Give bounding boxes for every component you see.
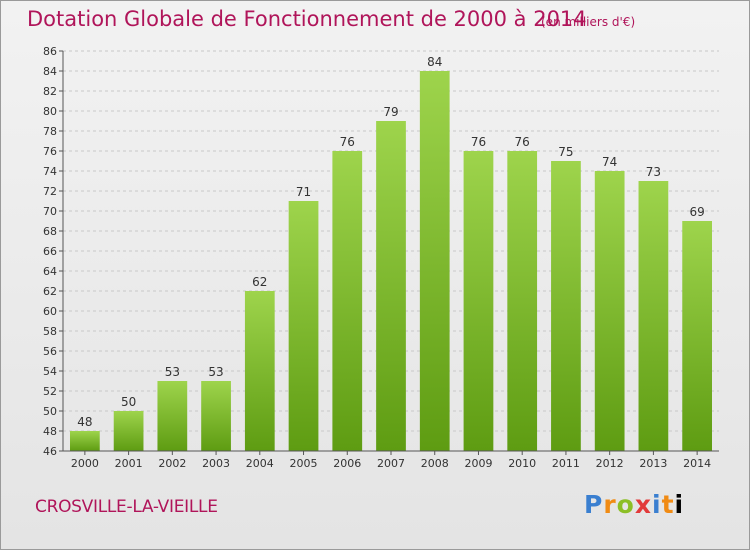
y-tick-label: 80 [43,105,57,118]
bar-2014 [682,221,713,451]
y-tick-label: 64 [43,265,57,278]
bar-2000 [69,431,100,451]
y-tick-label: 86 [43,45,57,58]
bar-2013 [638,181,669,451]
bar-2005 [288,201,319,451]
y-tick-label: 60 [43,305,57,318]
y-tick-label: 72 [43,185,57,198]
y-tick-label: 48 [43,425,57,438]
x-tick-label: 2004 [246,457,274,470]
y-tick-label: 54 [43,365,57,378]
unit-note: (en milliers d'€) [541,15,636,29]
data-label-2010: 76 [515,135,530,149]
y-tick-label: 50 [43,405,57,418]
commune-name: CROSVILLE-LA-VIEILLE [35,497,218,517]
y-tick-label: 84 [43,65,57,78]
bar-2010 [507,151,538,451]
x-tick-label: 2009 [464,457,492,470]
data-label-2005: 71 [296,185,311,199]
x-tick-label: 2003 [202,457,230,470]
data-label-2002: 53 [165,365,180,379]
bar-2003 [201,381,231,451]
data-label-2014: 69 [689,205,704,219]
bar-2002 [157,381,188,451]
data-label-2007: 79 [383,105,398,119]
x-tick-label: 2008 [421,457,449,470]
data-label-2012: 74 [602,155,617,169]
y-tick-label: 78 [43,125,57,138]
x-tick-label: 2013 [639,457,667,470]
data-label-2000: 48 [77,415,92,429]
bar-2004 [244,291,275,451]
data-label-2003: 53 [208,365,223,379]
bar-2001 [113,411,144,451]
x-tick-label: 2002 [158,457,186,470]
x-tick-label: 2007 [377,457,405,470]
x-tick-label: 2012 [596,457,624,470]
proxiti-logo: Proxiti [584,490,685,519]
data-label-2004: 62 [252,275,267,289]
bar-2006 [332,151,363,451]
y-tick-label: 52 [43,385,57,398]
y-tick-label: 68 [43,225,57,238]
data-label-2009: 76 [471,135,486,149]
bar-2009 [463,151,494,451]
y-tick-label: 70 [43,205,57,218]
data-label-2013: 73 [646,165,661,179]
chart-title: Dotation Globale de Fonctionnement de 20… [27,7,587,31]
y-tick-label: 58 [43,325,57,338]
x-tick-label: 2006 [333,457,361,470]
x-tick-label: 2014 [683,457,711,470]
bar-2008 [419,71,450,451]
y-tick-label: 76 [43,145,57,158]
data-label-2001: 50 [121,395,136,409]
y-tick-label: 46 [43,445,57,458]
y-tick-label: 74 [43,165,57,178]
bar-2012 [594,171,625,451]
bar-2007 [376,121,406,451]
y-tick-label: 82 [43,85,57,98]
x-tick-label: 2010 [508,457,536,470]
y-tick-label: 66 [43,245,57,258]
x-tick-label: 2005 [290,457,318,470]
data-label-2011: 75 [558,145,573,159]
data-label-2008: 84 [427,55,442,69]
y-tick-label: 56 [43,345,57,358]
x-tick-label: 2001 [115,457,143,470]
y-tick-label: 62 [43,285,57,298]
bar-2011 [551,161,581,451]
data-label-2006: 76 [340,135,355,149]
x-tick-label: 2000 [71,457,99,470]
x-tick-label: 2011 [552,457,580,470]
